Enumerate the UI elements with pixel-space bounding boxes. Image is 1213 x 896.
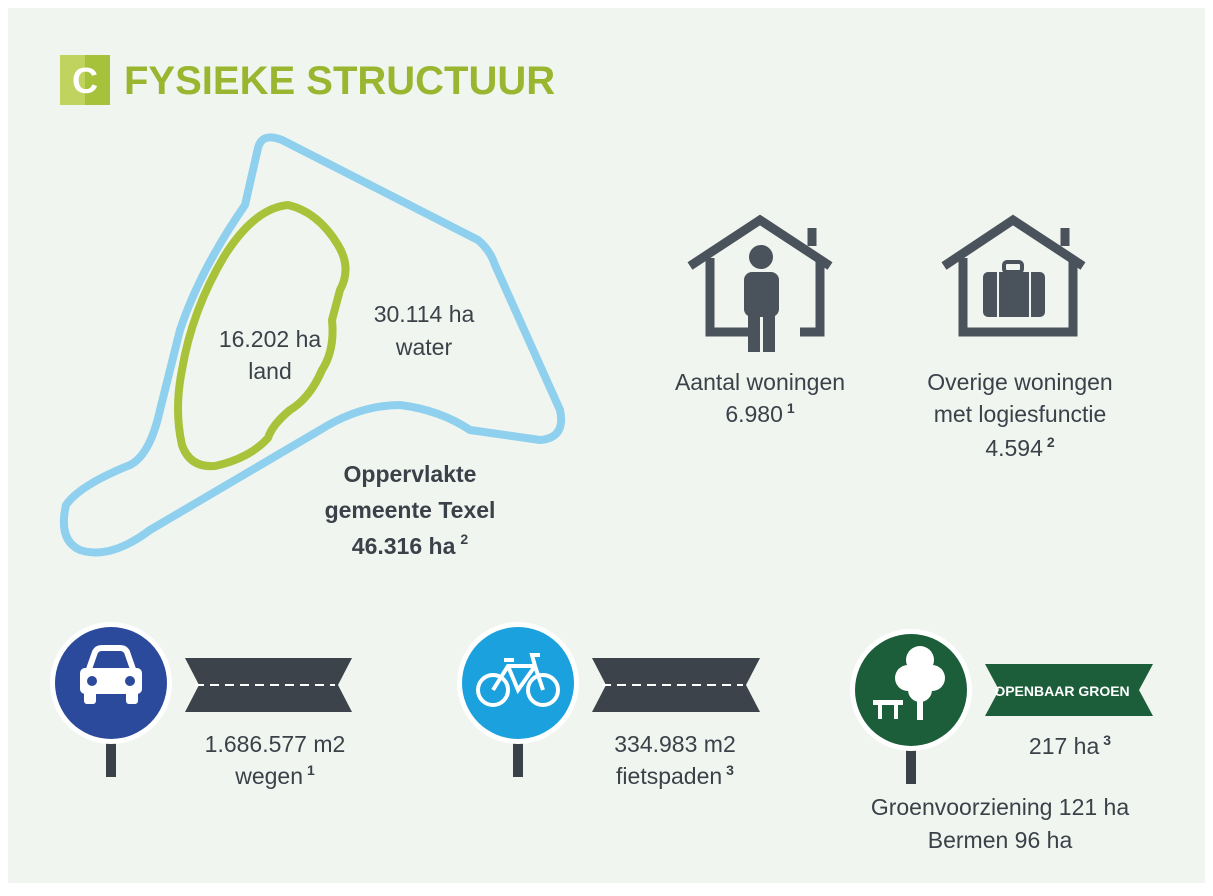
land-value: 16.202 ha — [219, 326, 322, 352]
housing-value-line: 4.594 2 — [985, 434, 1055, 461]
road-value: 1.686.577 m2 — [205, 731, 346, 757]
green-value-line: 217 ha 3 — [1029, 732, 1111, 759]
road-label-line: wegen 1 — [234, 762, 315, 789]
green-detail: Groenvoorziening 121 ha — [871, 794, 1129, 820]
housing-label: met logiesfunctie — [934, 401, 1107, 427]
road-label-line: fietspaden 3 — [616, 762, 734, 789]
suitcase-icon — [983, 260, 1045, 317]
person-icon — [744, 245, 779, 352]
bike-icon — [476, 653, 560, 707]
background — [8, 8, 1205, 883]
road-ribbon — [592, 658, 760, 712]
road-value: 334.983 m2 — [614, 731, 735, 757]
house-icon — [687, 214, 833, 337]
sign-pole — [106, 735, 116, 777]
housing-label: Overige woningen — [927, 369, 1112, 395]
title: FYSIEKE STRUCTUUR — [124, 59, 555, 103]
housing-value-line: 6.980 1 — [725, 400, 795, 427]
footnote: 3 — [1103, 732, 1111, 748]
green-value: 217 ha — [1029, 733, 1100, 759]
municipality-outline — [59, 133, 565, 557]
road-label: fietspaden — [616, 763, 722, 789]
green-ribbon — [985, 664, 1153, 716]
footnote: 3 — [726, 762, 734, 778]
water-value: 30.114 ha — [374, 301, 475, 327]
island-outline — [174, 201, 350, 471]
road-label: wegen — [234, 763, 303, 789]
tree-icon — [873, 646, 945, 720]
badge-shade — [60, 55, 85, 105]
badge-letter: C — [72, 60, 98, 101]
house-icon — [941, 214, 1086, 337]
road-ribbon — [185, 658, 352, 712]
total-value: 46.316 ha — [352, 533, 456, 559]
housing-value: 6.980 — [725, 401, 783, 427]
sign-pole — [906, 742, 916, 784]
housing-label: Aantal woningen — [675, 369, 845, 395]
car-icon — [80, 645, 142, 704]
total-label: Oppervlakte — [344, 461, 477, 487]
footnote: 1 — [307, 762, 315, 778]
footnote: 1 — [787, 400, 795, 416]
footnote: 2 — [460, 531, 468, 547]
water-label: water — [395, 334, 453, 360]
housing-value: 4.594 — [985, 435, 1043, 461]
footnote: 2 — [1047, 434, 1055, 450]
green-sign-label: OPENBAAR GROEN — [994, 683, 1129, 699]
green-detail: Bermen 96 ha — [928, 827, 1073, 853]
sign-bike — [462, 627, 574, 739]
total-value-line: 46.316 ha 2 — [352, 531, 469, 559]
sign-pole — [513, 735, 523, 777]
total-label: gemeente Texel — [325, 497, 496, 523]
land-label: land — [248, 358, 291, 384]
